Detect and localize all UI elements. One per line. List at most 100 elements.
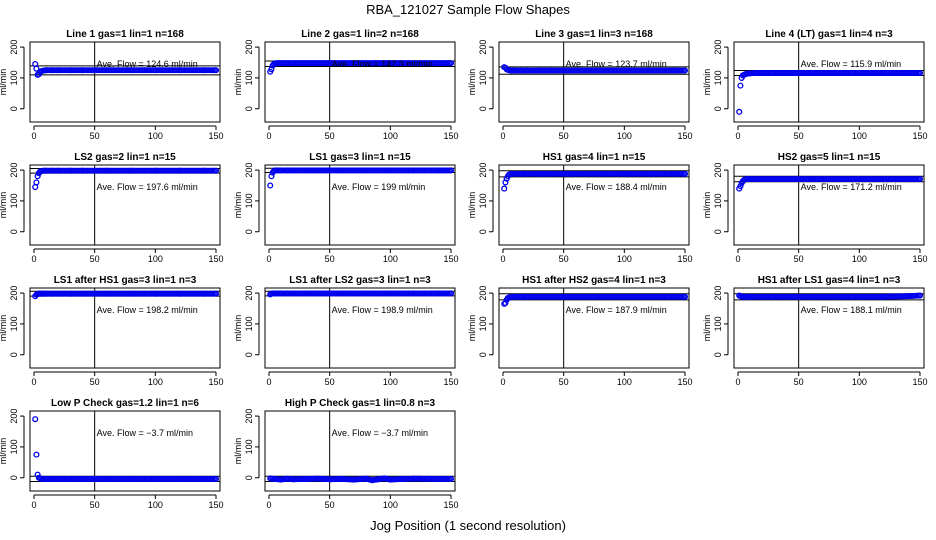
y-axis-label: ml/min [0,192,8,219]
plot-frame [498,287,690,369]
y-tick-label: 100 [478,316,488,331]
plot-frame [29,287,221,369]
y-tick-label: 0 [713,352,723,357]
x-tick-label: 100 [852,254,867,264]
x-tick-label: 0 [500,377,505,387]
y-tick-label: 0 [244,229,254,234]
x-tick-label: 0 [735,254,740,264]
x-tick-label: 150 [912,254,927,264]
y-tick-label: 200 [9,163,19,178]
y-tick-label: 200 [244,40,254,55]
y-tick-label: 100 [478,193,488,208]
y-tick-label: 0 [9,475,19,480]
data-point [447,167,455,174]
average-flow-label: Ave. Flow = 171.2 ml/min [801,182,902,192]
y-tick-label: 200 [478,40,488,55]
x-tick-label: 0 [266,254,271,264]
x-tick-label: 50 [559,254,569,264]
y-tick-label: 0 [478,106,488,111]
data-point [736,108,743,115]
panel-title: Line 2 gas=1 lin=2 n=168 [301,29,419,40]
panel-8: HS2 gas=5 lin=1 n=15 0 100 200 ml/min 0 50 100 1… [702,152,928,264]
data-point [268,66,275,73]
y-tick-label: 0 [9,352,19,357]
average-flow-label: Ave. Flow = 198.9 ml/min [332,305,433,315]
panel-title: LS1 after LS2 gas=3 lin=1 n=3 [289,275,431,286]
x-tick-label: 100 [383,131,398,141]
x-tick-label: 0 [31,500,36,510]
x-tick-label: 100 [852,377,867,387]
data-point [267,182,274,189]
panel-14: High P Check gas=1 lin=0.8 n=3 0 100 200 ml/… [233,398,459,510]
data-point [737,183,744,190]
x-tick-label: 100 [383,500,398,510]
x-tick-label: 150 [208,131,223,141]
x-tick-label: 50 [559,131,569,141]
x-tick-label: 0 [31,254,36,264]
panel-title: HS1 after HS2 gas=4 lin=1 n=3 [522,275,666,286]
plot-frame [29,164,221,246]
x-tick-label: 50 [325,500,335,510]
x-tick-label: 100 [383,377,398,387]
plot-frame [733,287,925,369]
x-tick-label: 50 [794,131,804,141]
data-point [502,299,509,307]
plot-frame [733,41,925,123]
plot-frame [29,41,221,123]
panel-title: HS1 after LS1 gas=4 lin=1 n=3 [758,275,901,286]
average-flow-label: Ave. Flow = 124.6 ml/min [97,59,198,69]
average-flow-label: Ave. Flow = −3.7 ml/min [332,428,428,438]
data-point [681,293,689,300]
panel-title: HS2 gas=5 lin=1 n=15 [778,152,881,163]
y-tick-label: 200 [713,40,723,55]
data-point [916,69,924,77]
y-tick-label: 200 [478,286,488,301]
x-tick-label: 100 [148,254,163,264]
y-tick-label: 200 [9,409,19,424]
x-tick-label: 100 [617,377,632,387]
x-tick-label: 50 [794,377,804,387]
y-tick-label: 0 [478,229,488,234]
y-tick-label: 0 [9,106,19,111]
panel-title: High P Check gas=1 lin=0.8 n=3 [285,398,436,409]
panel-3: Line 3 gas=1 lin=3 n=168 0 100 200 ml/min 0 50… [467,29,693,141]
x-tick-label: 100 [852,131,867,141]
y-tick-label: 100 [244,316,254,331]
data-point [212,290,220,297]
plot-frame [29,410,221,492]
x-tick-label: 100 [148,131,163,141]
panel-title: Line 4 (LT) gas=1 lin=4 n=3 [765,29,893,40]
y-tick-label: 0 [713,106,723,111]
panel-10: LS1 after LS2 gas=3 lin=1 n=3 0 100 200 ml/m… [233,275,459,387]
y-axis-label: ml/min [0,438,8,465]
x-tick-label: 0 [500,131,505,141]
y-tick-label: 0 [244,106,254,111]
y-axis-label: ml/min [233,315,243,342]
y-tick-label: 100 [9,193,19,208]
x-tick-label: 0 [266,131,271,141]
data-point [502,179,509,186]
panel-2: Line 2 gas=1 lin=2 n=168 0 100 200 ml/min 0 50… [233,29,459,141]
panel-title: Line 3 gas=1 lin=3 n=168 [535,29,653,40]
data-point [447,475,455,483]
x-tick-label: 0 [500,254,505,264]
y-tick-label: 0 [713,229,723,234]
x-tick-label: 50 [325,254,335,264]
x-tick-label: 100 [383,254,398,264]
x-tick-label: 0 [266,500,271,510]
x-tick-label: 50 [325,377,335,387]
x-tick-label: 50 [90,377,100,387]
x-tick-label: 100 [148,500,163,510]
y-tick-label: 200 [713,286,723,301]
y-axis-label: ml/min [702,69,712,96]
data-point [34,173,41,180]
y-axis-label: ml/min [0,315,8,342]
x-tick-label: 150 [443,131,458,141]
y-tick-label: 0 [244,475,254,480]
plot-frame [264,164,456,246]
average-flow-label: Ave. Flow = 123.7 ml/min [566,59,667,69]
average-flow-label: Ave. Flow = 187.9 ml/min [566,305,667,315]
y-tick-label: 100 [244,70,254,85]
y-axis-label: ml/min [467,315,477,342]
x-tick-label: 0 [735,377,740,387]
